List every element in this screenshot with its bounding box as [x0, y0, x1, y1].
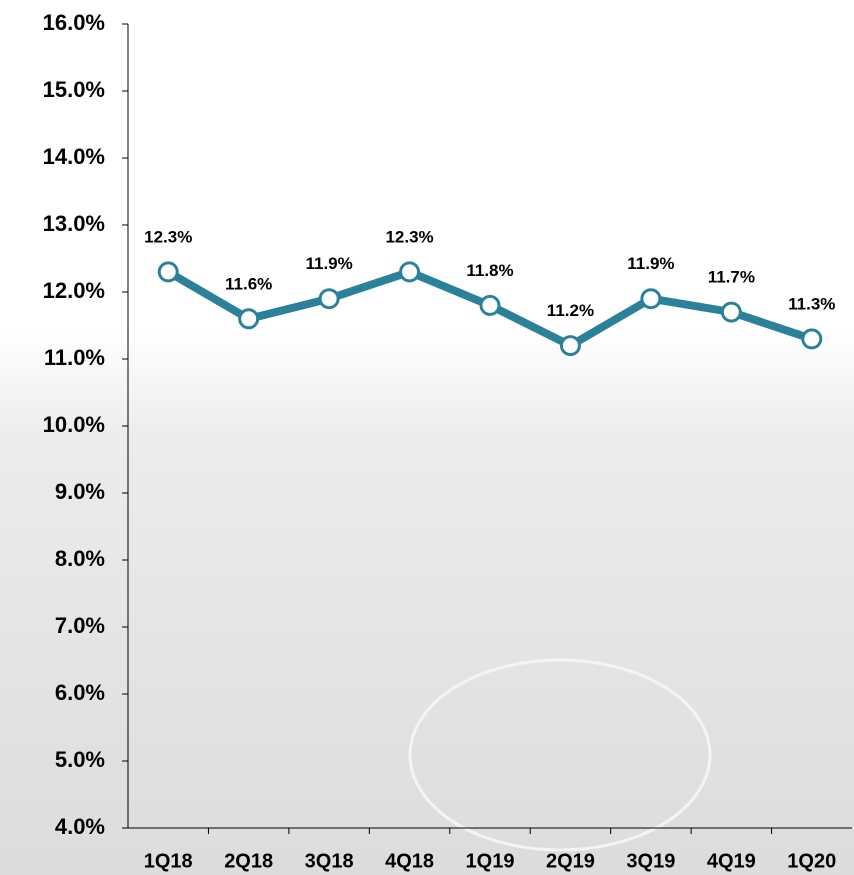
y-tick-label: 6.0%	[55, 680, 105, 705]
x-tick-label: 1Q19	[466, 850, 515, 872]
y-tick-label: 16.0%	[43, 10, 105, 35]
y-tick-label: 8.0%	[55, 546, 105, 571]
y-tick-label: 13.0%	[43, 211, 105, 236]
x-tick-label: 2Q18	[224, 850, 273, 872]
y-tick-label: 14.0%	[43, 144, 105, 169]
data-point	[559, 335, 581, 357]
data-point	[238, 308, 260, 330]
y-tick-label: 15.0%	[43, 77, 105, 102]
data-point	[157, 261, 179, 283]
y-tick-label: 5.0%	[55, 747, 105, 772]
x-tick-label: 4Q18	[385, 850, 434, 872]
decoration	[408, 658, 712, 852]
data-point	[640, 288, 662, 310]
data-label: 11.7%	[708, 268, 755, 287]
x-tick-label: 1Q18	[144, 850, 193, 872]
y-tick-label: 10.0%	[43, 412, 105, 437]
data-label: 11.3%	[788, 294, 835, 313]
x-tick-label: 3Q18	[305, 850, 354, 872]
y-tick-label: 11.0%	[44, 345, 105, 370]
data-label: 11.9%	[627, 254, 674, 273]
y-tick-label: 7.0%	[55, 613, 105, 638]
data-label: 11.9%	[305, 254, 352, 273]
x-tick-label: 4Q19	[707, 850, 756, 872]
x-tick-label: 2Q19	[546, 850, 595, 872]
data-label: 12.3%	[385, 227, 433, 246]
data-point	[479, 294, 501, 316]
data-point	[720, 301, 742, 323]
data-label: 11.6%	[225, 274, 272, 293]
data-label: 11.8%	[466, 261, 513, 280]
y-tick-label: 12.0%	[43, 278, 105, 303]
data-point	[801, 328, 823, 350]
data-label: 11.2%	[547, 301, 594, 320]
y-tick-label: 9.0%	[55, 479, 105, 504]
data-label: 12.3%	[144, 227, 192, 246]
y-tick-label: 4.0%	[55, 814, 105, 839]
data-point	[318, 288, 340, 310]
x-tick-label: 3Q19	[626, 850, 675, 872]
data-point	[399, 261, 421, 283]
x-tick-label: 1Q20	[787, 850, 836, 872]
